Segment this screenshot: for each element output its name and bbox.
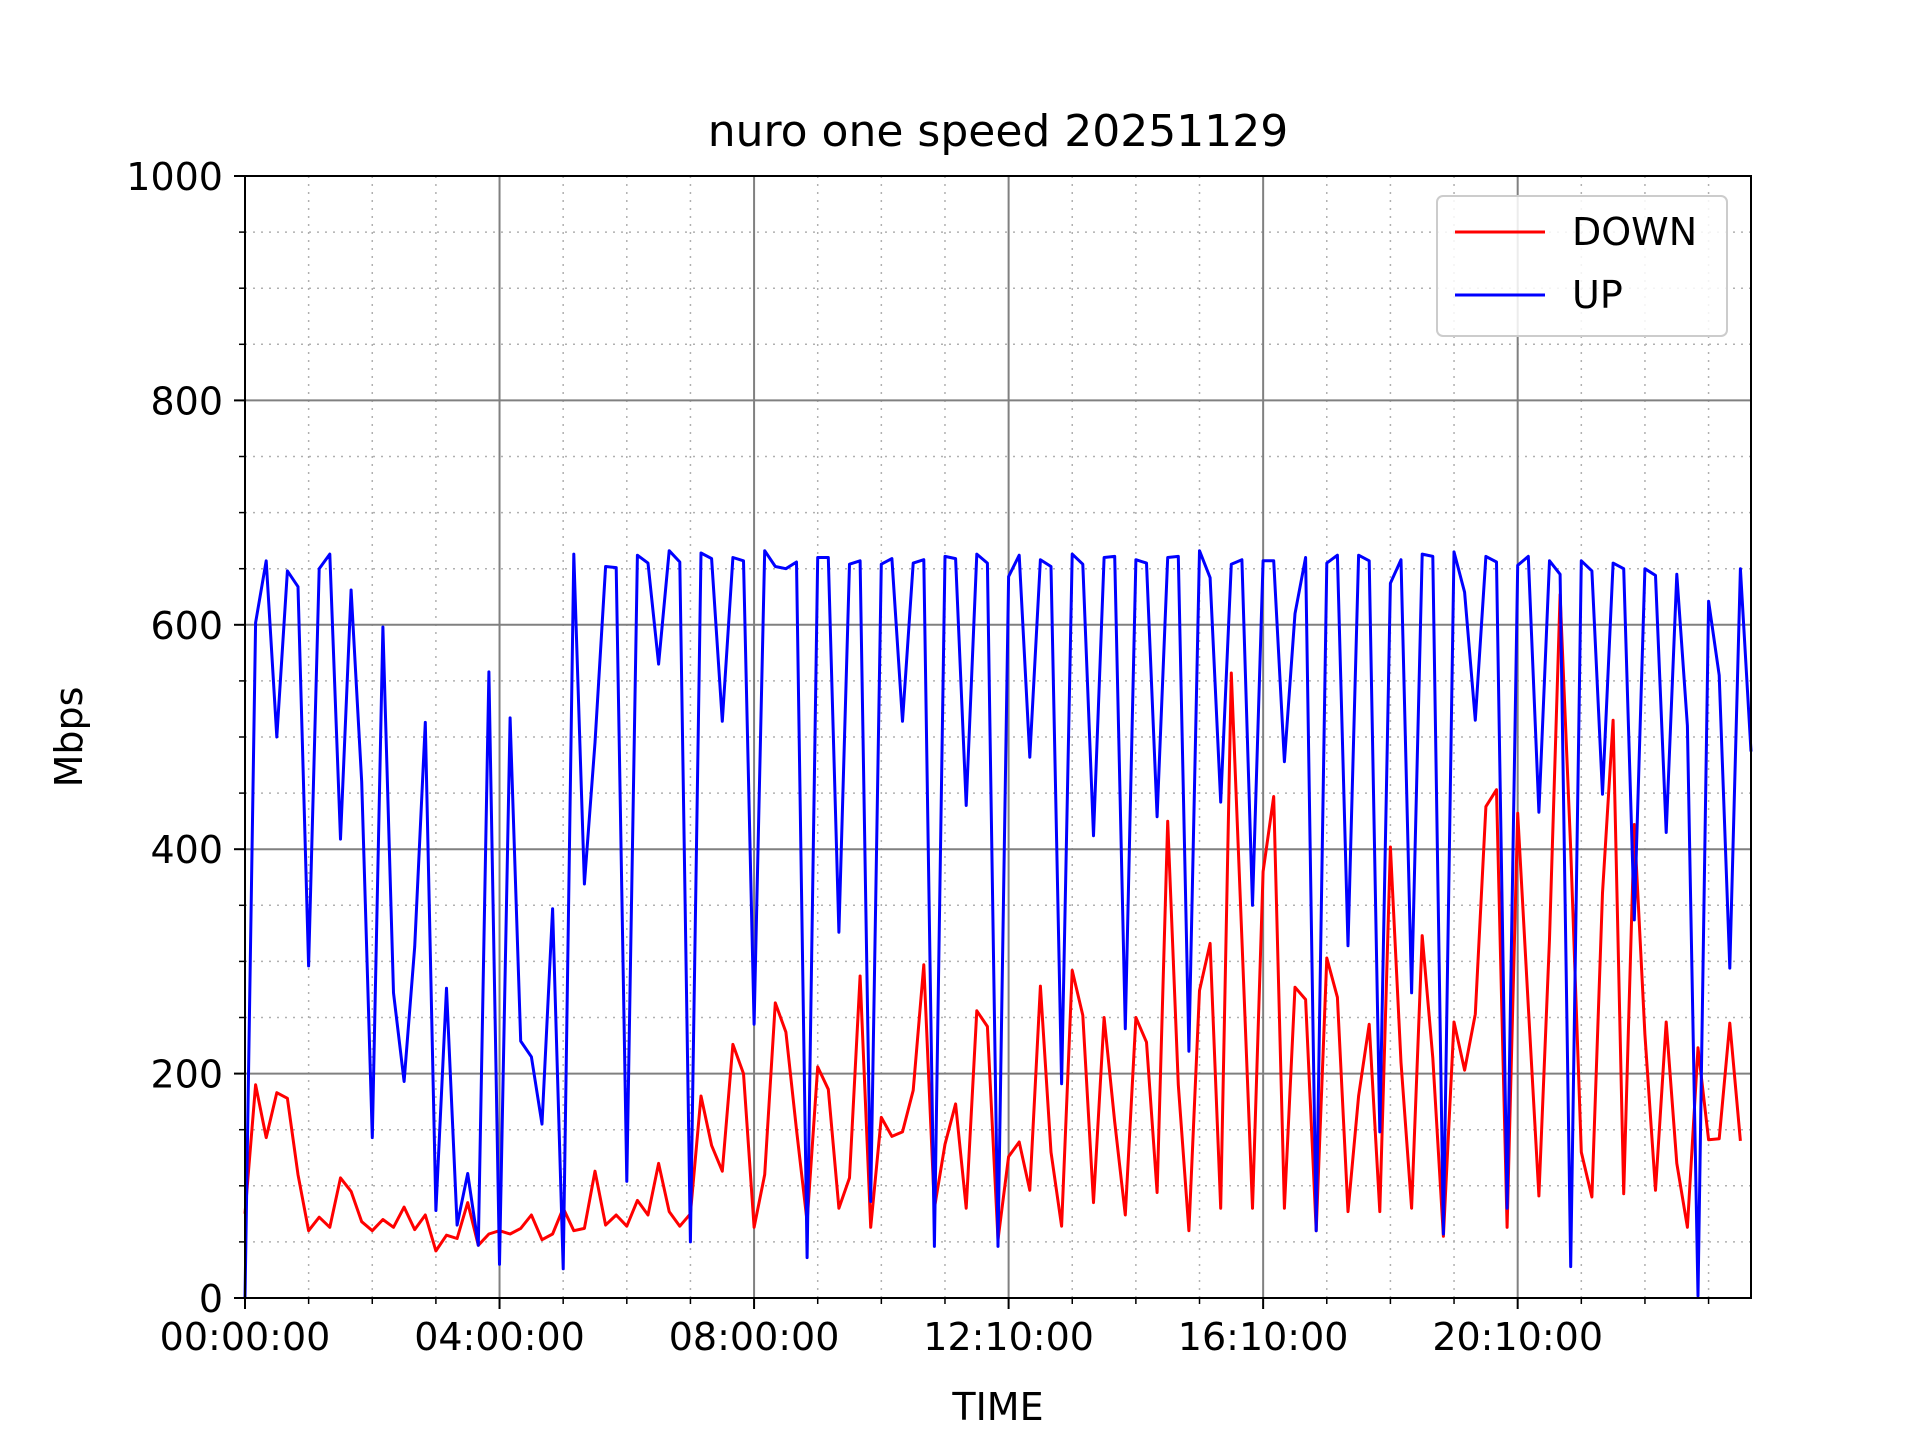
label-layer: 0 200 400 600 800 1000 00:00:00 04:00:00 08:00:0… — [126, 155, 1603, 1359]
x-axis-label: TIME — [951, 1385, 1043, 1429]
chart-title: nuro one speed 20251129 — [708, 106, 1289, 157]
series-line-down — [243, 593, 1742, 1253]
legend-label-down: DOWN — [1572, 210, 1697, 254]
x-tick-label: 08:00:00 — [669, 1315, 840, 1359]
x-tick-label: 04:00:00 — [414, 1315, 585, 1359]
series-line-up — [243, 549, 1753, 1299]
y-tick-label: 0 — [199, 1277, 223, 1321]
y-tick-label: 200 — [150, 1053, 223, 1097]
x-tick-label: 20:10:00 — [1432, 1315, 1603, 1359]
x-tick-label: 16:10:00 — [1178, 1315, 1349, 1359]
x-tick-label: 00:00:00 — [160, 1315, 331, 1359]
x-tick-label: 12:10:00 — [923, 1315, 1094, 1359]
y-tick-label: 800 — [150, 379, 223, 423]
y-tick-label: 600 — [150, 604, 223, 648]
y-axis-label: Mbps — [47, 687, 91, 788]
series-layer — [243, 549, 1753, 1299]
tick-layer — [234, 175, 1710, 1309]
y-tick-label: 1000 — [126, 155, 223, 199]
legend: DOWN UP — [1436, 195, 1728, 337]
legend-label-up: UP — [1572, 273, 1623, 317]
minor-grid — [245, 176, 1751, 1298]
y-tick-label: 400 — [150, 828, 223, 872]
major-grid — [245, 175, 1751, 1299]
